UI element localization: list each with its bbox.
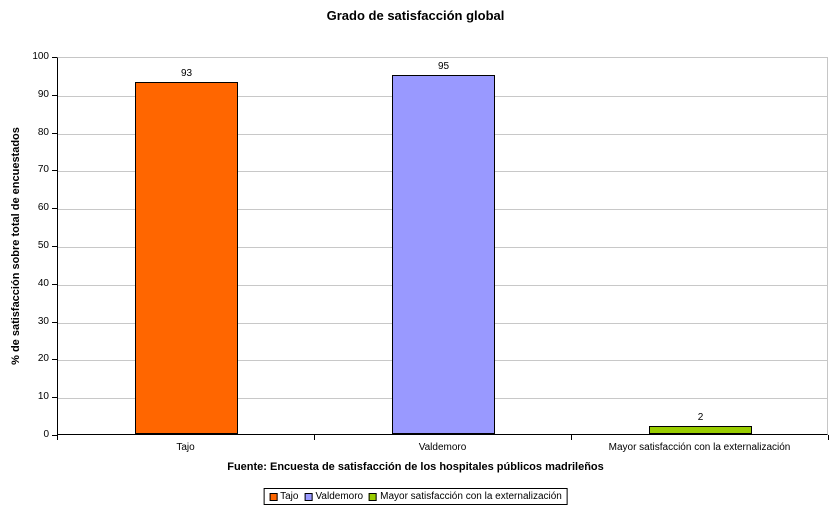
- legend-label: Tajo: [280, 491, 299, 502]
- bar-value-label: 93: [180, 68, 193, 80]
- y-axis-tick: [52, 321, 57, 323]
- y-axis-tick-label: 80: [37, 126, 49, 138]
- legend-item: Tajo: [269, 491, 298, 502]
- x-category-label: Mayor satisfacción con la externalizació…: [608, 442, 791, 453]
- y-axis-tick: [52, 132, 57, 134]
- y-axis-tick: [52, 359, 57, 361]
- legend-label: Mayor satisfacción con la externalizació…: [380, 491, 562, 502]
- y-axis-tick-label: 100: [32, 51, 49, 62]
- x-category-label: Tajo: [176, 442, 195, 453]
- legend-swatch: [304, 492, 313, 501]
- legend-item: Valdemoro: [304, 491, 363, 502]
- y-axis-tick-label: 90: [37, 88, 49, 100]
- y-axis-tick-label: 10: [37, 391, 49, 403]
- y-axis-tick: [52, 435, 57, 436]
- bar-value-label: 95: [437, 60, 450, 72]
- y-axis-tick: [52, 208, 57, 210]
- y-axis-tick-label: 40: [37, 277, 49, 289]
- y-axis-tick: [52, 94, 57, 96]
- bar-3: [649, 426, 752, 434]
- x-axis-tick: [571, 435, 572, 440]
- legend-swatch: [369, 492, 378, 501]
- bar-value-label: 2: [697, 412, 704, 424]
- y-axis-tick: [52, 397, 57, 399]
- y-axis-tick: [52, 170, 57, 172]
- x-axis-tick: [828, 435, 829, 440]
- legend: Tajo Valdemoro Mayor satisfacción con la e…: [263, 488, 568, 505]
- y-axis-tick: [52, 57, 57, 58]
- y-axis-tick-label: 30: [37, 315, 49, 327]
- y-axis-tick-label: 70: [37, 164, 49, 176]
- y-axis-tick-label: 0: [43, 429, 49, 440]
- legend-item: Mayor satisfacción con la externalizació…: [369, 491, 562, 502]
- y-axis-tick-label: 50: [37, 240, 49, 251]
- y-axis-tick-label: 20: [37, 353, 49, 365]
- plot-area: 93 95 2: [57, 57, 828, 435]
- bar-2: [392, 74, 495, 434]
- legend-swatch: [269, 492, 278, 501]
- bar-1: [135, 82, 238, 434]
- x-category-label: Valdemoro: [418, 442, 467, 453]
- source-caption: Fuente: Encuesta de satisfacción de los …: [227, 461, 604, 473]
- y-axis-tick: [52, 246, 57, 247]
- legend-label: Valdemoro: [315, 491, 364, 502]
- y-axis-tick-label: 60: [37, 202, 49, 214]
- chart-title: Grado de satisfacción global: [326, 8, 505, 23]
- y-axis-tick: [52, 283, 57, 285]
- x-axis-tick: [314, 435, 315, 440]
- x-axis-tick: [57, 435, 58, 440]
